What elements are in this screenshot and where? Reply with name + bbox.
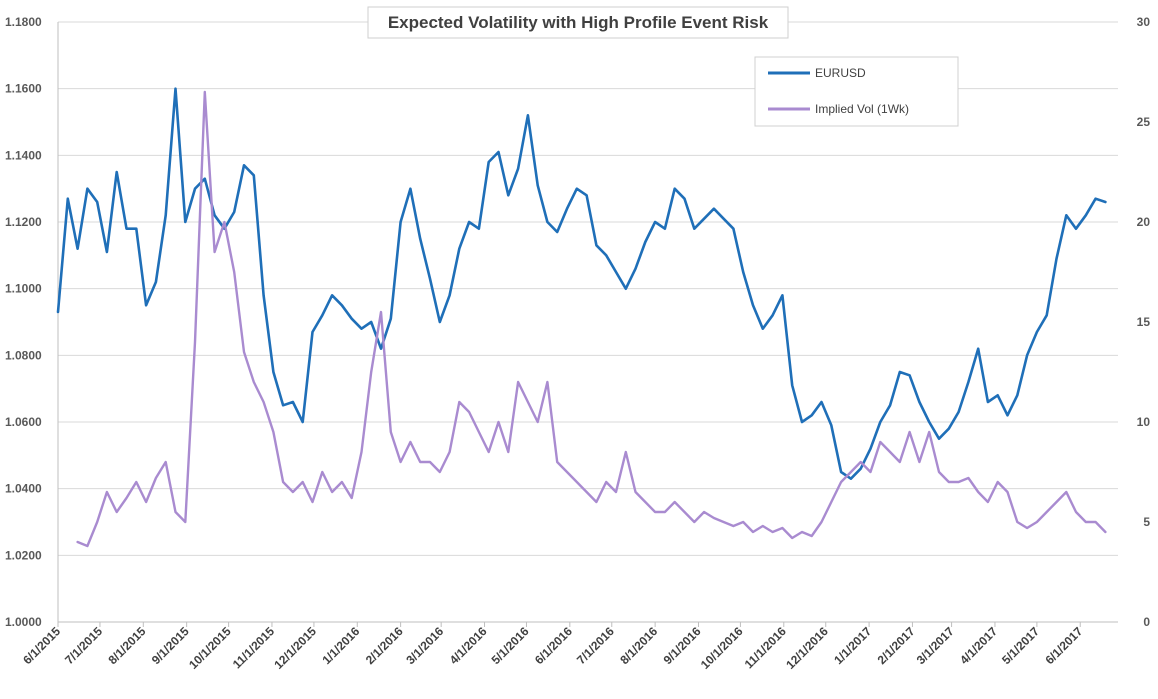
x-tick-label: 4/1/2016 bbox=[447, 624, 490, 667]
x-tick-label: 3/1/2017 bbox=[914, 624, 957, 667]
x-tick-label: 8/1/2015 bbox=[105, 624, 148, 667]
y-tick-label-right: 0 bbox=[1143, 615, 1150, 629]
x-tick-label: 10/1/2016 bbox=[698, 624, 746, 672]
x-tick-label: 3/1/2016 bbox=[403, 624, 446, 667]
y-tick-label-left: 1.1600 bbox=[5, 82, 42, 96]
x-tick-label: 12/1/2015 bbox=[271, 624, 319, 672]
x-tick-label: 7/1/2016 bbox=[574, 624, 617, 667]
x-tick-label: 6/1/2017 bbox=[1042, 624, 1085, 667]
x-tick-label: 9/1/2015 bbox=[149, 624, 192, 667]
y-tick-label-right: 10 bbox=[1137, 415, 1151, 429]
chart-title: Expected Volatility with High Profile Ev… bbox=[388, 13, 769, 32]
y-tick-label-left: 1.1400 bbox=[5, 148, 42, 162]
x-tick-label: 2/1/2016 bbox=[363, 624, 406, 667]
y-tick-label-left: 1.1200 bbox=[5, 215, 42, 229]
x-tick-label: 6/1/2016 bbox=[532, 624, 575, 667]
chart-title-box: Expected Volatility with High Profile Ev… bbox=[367, 6, 789, 39]
x-tick-label: 4/1/2017 bbox=[957, 624, 1000, 667]
legend-label-implied-vol: Implied Vol (1Wk) bbox=[815, 102, 909, 116]
y-tick-label-left: 1.0000 bbox=[5, 615, 42, 629]
gridlines bbox=[58, 21, 1118, 623]
y-tick-label-right: 15 bbox=[1137, 315, 1151, 329]
y-tick-label-left: 1.1000 bbox=[5, 282, 42, 296]
x-tick-label: 11/1/2015 bbox=[230, 624, 277, 671]
x-tick-label: 6/1/2015 bbox=[20, 624, 63, 667]
legend: EURUSD Implied Vol (1Wk) bbox=[754, 56, 959, 127]
series-line-implied-vol bbox=[76, 90, 1107, 548]
y-tick-label-left: 1.0400 bbox=[5, 482, 42, 496]
x-tick-label: 12/1/2016 bbox=[783, 624, 831, 672]
x-tick-label: 11/1/2016 bbox=[742, 624, 789, 671]
x-tick-label: 8/1/2016 bbox=[617, 624, 660, 667]
series-line-eurusd bbox=[56, 87, 1107, 481]
x-tick-label: 9/1/2016 bbox=[661, 624, 704, 667]
legend-frame bbox=[754, 56, 959, 127]
y-tick-label-left: 1.1800 bbox=[5, 15, 42, 29]
x-tick-label: 7/1/2015 bbox=[62, 624, 105, 667]
y-tick-label-right: 20 bbox=[1137, 215, 1151, 229]
y-tick-label-left: 1.0600 bbox=[5, 415, 42, 429]
legend-label-eurusd: EURUSD bbox=[815, 66, 866, 80]
series-lines bbox=[56, 87, 1107, 548]
y-tick-label-left: 1.0800 bbox=[5, 348, 42, 362]
x-tick-label: 1/1/2016 bbox=[319, 624, 362, 667]
title-box-frame bbox=[367, 6, 789, 39]
x-tick-label: 2/1/2017 bbox=[875, 624, 918, 667]
x-tick-label: 1/1/2017 bbox=[831, 624, 874, 667]
x-tick-label: 10/1/2015 bbox=[186, 624, 234, 672]
x-tick-label: 5/1/2017 bbox=[999, 624, 1042, 667]
y-tick-label-right: 25 bbox=[1137, 115, 1151, 129]
x-tick-label: 5/1/2016 bbox=[489, 624, 532, 667]
y-tick-label-right: 30 bbox=[1137, 15, 1151, 29]
y-tick-label-left: 1.0200 bbox=[5, 548, 42, 562]
y-tick-label-right: 5 bbox=[1143, 515, 1150, 529]
